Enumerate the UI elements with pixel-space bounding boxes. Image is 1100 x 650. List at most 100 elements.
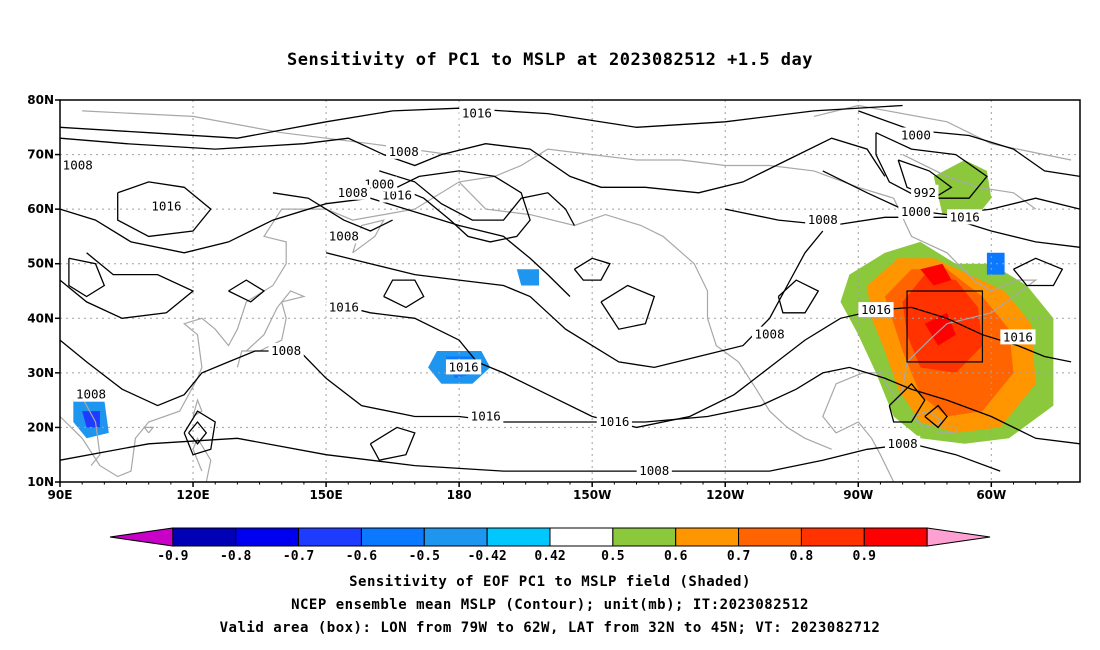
- contour-label: 1016: [950, 209, 980, 224]
- contour-label-bg: [268, 343, 304, 359]
- contour-label: 1008: [808, 212, 838, 227]
- valid-area-box: [906, 290, 984, 363]
- contour-label: 1016: [471, 409, 501, 424]
- mslp-contour: [272, 192, 393, 232]
- mslp-contour: [396, 170, 531, 243]
- lat-label: 50N: [27, 257, 54, 271]
- contour-label: 992: [913, 185, 936, 200]
- green-patch: [1062, 258, 1080, 275]
- mslp-contour: [228, 279, 266, 303]
- mslp-contour: [188, 420, 208, 445]
- contour-label-bg: [1000, 329, 1036, 345]
- contour-label-bg: [459, 105, 495, 121]
- mslp-contour: [600, 284, 656, 330]
- lat-label: 20N: [27, 420, 54, 434]
- mslp-contour: [59, 104, 903, 139]
- colorbar-segment: [863, 527, 928, 547]
- mslp-contour: [68, 257, 106, 298]
- contour-label: 1008: [76, 387, 106, 402]
- colorbar-level-label: 0.8: [790, 549, 814, 564]
- colorbar-segment: [738, 527, 802, 547]
- sensitive-area-box: [906, 290, 984, 363]
- contour-label-bg: [326, 228, 362, 244]
- contour-label: 1016: [1003, 329, 1033, 344]
- lon-label: 90W: [843, 488, 873, 502]
- blue-patch: [986, 252, 1005, 275]
- mslp-contour: [325, 301, 1072, 429]
- contour-label: 1008: [63, 157, 93, 172]
- lon-label: 120E: [176, 488, 209, 502]
- lat-label: 30N: [27, 366, 54, 380]
- lon-label: 90E: [48, 488, 73, 502]
- coastline: [143, 426, 155, 434]
- colorbar-level-label: 0.42: [534, 549, 565, 564]
- lon-label: 150E: [309, 488, 342, 502]
- colorbar-segment: [675, 527, 740, 547]
- contour-label: 1016: [329, 299, 359, 314]
- pink-patch: [920, 263, 952, 286]
- mslp-contour: [117, 181, 212, 238]
- green-patch: [1062, 132, 1080, 155]
- mslp-contour: [875, 132, 988, 199]
- contour-label-bg: [596, 413, 632, 429]
- contour-label-bg: [898, 127, 934, 143]
- mslp-contour: [777, 279, 820, 314]
- contour-label: 1016: [599, 414, 629, 429]
- contour-label: 1008: [639, 463, 669, 478]
- contour-label: 1016: [861, 302, 891, 317]
- mslp-contour: [822, 170, 1081, 216]
- contour-label-bg: [858, 302, 894, 318]
- colorbar-level-label: -0.7: [283, 549, 314, 564]
- contour-label: 1008: [389, 144, 419, 159]
- contour-label: 1016: [449, 359, 479, 374]
- mslp-contour: [888, 382, 926, 423]
- mslp-contour: [573, 257, 611, 281]
- colorbar-segment: [486, 527, 551, 547]
- coastline: [458, 181, 832, 450]
- contour-label-bg: [805, 212, 841, 228]
- lat-label: 70N: [27, 148, 54, 162]
- colorbar-level-label: -0.9: [157, 549, 188, 564]
- caption-valid-area: Valid area (box): LON from 79W to 62W, L…: [219, 620, 881, 636]
- contour-label-bg: [335, 184, 371, 200]
- contour-label-bg: [898, 203, 934, 219]
- mslp-contour: [59, 339, 291, 407]
- colorbar-segment: [298, 527, 362, 547]
- mslp-contour: [858, 110, 1081, 178]
- contour-label-bg: [947, 209, 983, 225]
- colorbar-level-label: 0.9: [853, 549, 876, 564]
- colorbar-segment: [612, 527, 677, 547]
- contour-label: 1000: [364, 177, 394, 192]
- sensitivity-shading: [73, 100, 1080, 455]
- contour-label: 1008: [329, 228, 359, 243]
- colorbar-level-label: -0.6: [346, 549, 377, 564]
- green-patch: [277, 100, 371, 114]
- contour-label-bg: [361, 176, 397, 192]
- contour-label-bg: [468, 408, 504, 424]
- lon-label: 180: [447, 488, 472, 502]
- contour-label-bg: [636, 463, 672, 479]
- colorbar-level-label: 0.5: [601, 549, 624, 564]
- mslp-contour: [1012, 257, 1064, 287]
- contour-label: 1000: [901, 204, 931, 219]
- lat-label: 80N: [27, 93, 54, 107]
- orange-patch: [933, 160, 992, 221]
- colorbar-segment: [423, 527, 488, 547]
- contour-label: 1000: [901, 127, 931, 142]
- map-axes: 90E 120E 150E 180 150W 120W 90W 60W 80N 70N 60N 50N…: [27, 93, 1059, 502]
- contour-label-bg: [386, 143, 422, 159]
- caption-shading: Sensitivity of EOF PC1 to MSLP field (Sh…: [349, 574, 751, 590]
- colorbar-min-triangle: [109, 527, 174, 547]
- contour-label: 1008: [338, 185, 368, 200]
- mslp-contour: [383, 279, 425, 309]
- contour-label: 1008: [271, 343, 301, 358]
- colorbar-segment: [800, 527, 865, 547]
- mslp-contour: [924, 404, 948, 429]
- coastline: [77, 388, 101, 466]
- contour-label-bg: [911, 184, 939, 200]
- contour-label: 1008: [755, 327, 785, 342]
- coastline: [933, 426, 957, 434]
- contour-label: 1008: [888, 436, 918, 451]
- mslp-contour: [325, 230, 824, 369]
- colorbar-level-label: -0.5: [409, 549, 440, 564]
